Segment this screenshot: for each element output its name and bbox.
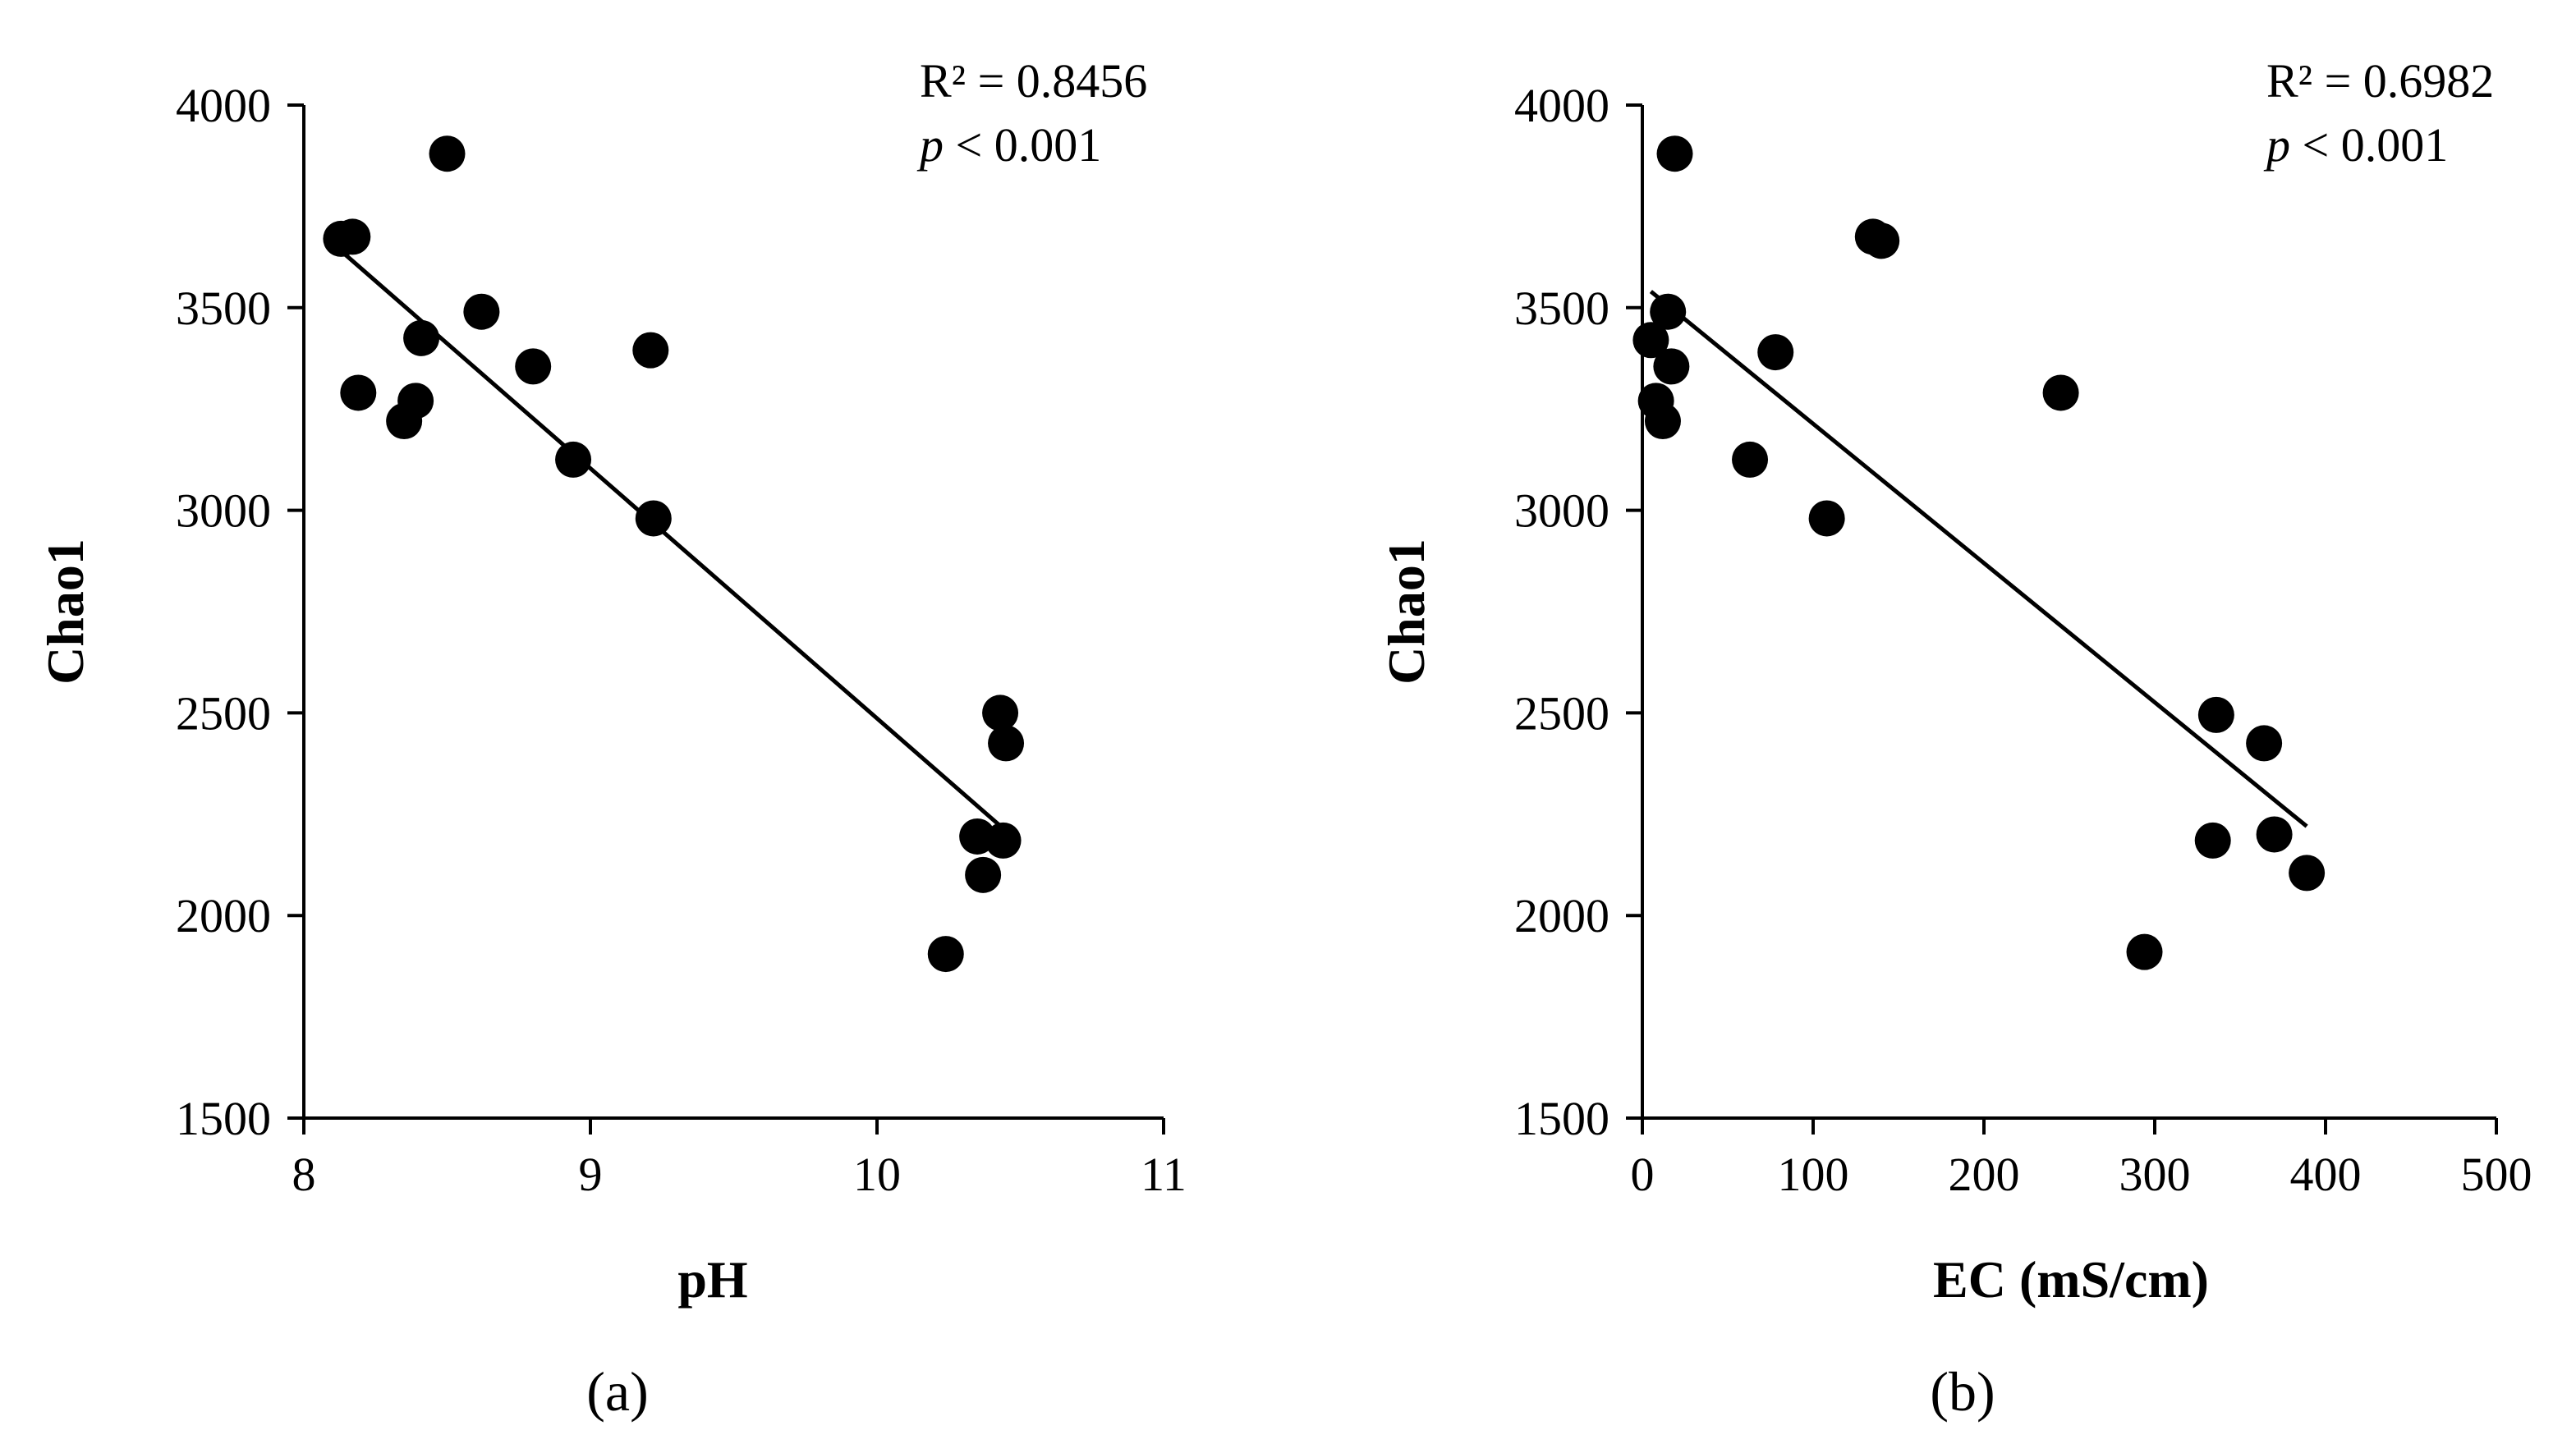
panel-b-data-point — [2197, 696, 2234, 733]
panel-a-p-value-text: p < 0.001 — [916, 118, 1101, 172]
panel-a-data-point — [429, 135, 466, 172]
panel-b-data-point — [2194, 822, 2231, 859]
panel-a-y-axis-title: Chao1 — [36, 539, 94, 685]
panel-b-x-ticks: 0 100 200 300 400 500 — [1631, 1118, 2532, 1201]
panel-b-x-tick-label: 200 — [1949, 1148, 2020, 1201]
panel-b-y-tick-label: 3500 — [1514, 282, 1609, 335]
panel-a-data-point — [397, 383, 434, 419]
panel-a-data-point — [515, 348, 552, 385]
panel-a-y-tick-label: 2000 — [176, 889, 271, 942]
panel-b-chart: 0 100 200 300 400 500 1500 2000 2500 3000 3500 400… — [1377, 54, 2532, 1423]
panel-b-data-point — [2256, 816, 2293, 853]
panel-a-chart: 8 9 10 11 1500 2000 2500 3000 3500 4000 pH Chao1… — [36, 54, 1187, 1423]
panel-a-data-point — [334, 218, 371, 255]
panel-b-y-tick-label: 3000 — [1514, 484, 1609, 538]
panel-b-data-point — [2246, 725, 2283, 762]
panel-b-y-tick-label: 2500 — [1514, 686, 1609, 740]
panel-b-trendline — [1649, 290, 2308, 828]
panel-a-label: (a) — [586, 1360, 648, 1423]
panel-a-x-tick-label: 8 — [292, 1148, 316, 1201]
panel-a-x-ticks: 8 9 10 11 — [292, 1118, 1187, 1201]
panel-a-data-point — [985, 822, 1022, 859]
panel-b-y-tick-label: 2000 — [1514, 889, 1609, 942]
panel-a-data-point — [982, 694, 1019, 731]
panel-b-y-ticks: 1500 2000 2500 3000 3500 4000 — [1514, 79, 1642, 1145]
panel-a-trendline — [339, 249, 1005, 830]
panel-a-y-tick-label: 4000 — [176, 79, 271, 132]
panel-b-p-value-text: p < 0.001 — [2263, 118, 2448, 172]
panel-b-x-tick-label: 400 — [2290, 1148, 2362, 1201]
panel-b-data-point — [2042, 374, 2079, 411]
panel-b-data-point — [1732, 441, 1769, 478]
panel-b-data-point — [2126, 933, 2163, 970]
panel-b-label: (b) — [1930, 1360, 1995, 1423]
panel-b-data-point — [1757, 334, 1794, 371]
panel-b-x-tick-label: 100 — [1778, 1148, 1849, 1201]
panel-b-axes — [1641, 105, 2496, 1120]
panel-b-data-point — [1863, 222, 1900, 259]
panel-b-r2-text: R² = 0.6982 — [2266, 54, 2494, 108]
panel-a-x-axis-title: pH — [677, 1250, 747, 1309]
panel-b-data-point — [1650, 293, 1687, 330]
panel-b-y-tick-label: 1500 — [1514, 1092, 1609, 1145]
panel-a-data-point — [988, 725, 1025, 762]
panel-a-data-point — [340, 374, 377, 411]
panel-b-data-point — [1632, 322, 1669, 359]
panel-a-y-tick-label: 3000 — [176, 484, 271, 538]
panel-b-data-point — [1656, 135, 1693, 172]
panel-b-points — [1632, 135, 2326, 970]
panel-a-data-point — [463, 293, 500, 330]
panel-a-data-point — [635, 500, 672, 537]
panel-a-p-rest: < 0.001 — [944, 118, 1101, 172]
panel-b-p-italic: p — [2263, 118, 2290, 172]
panel-a-data-point — [403, 319, 440, 356]
panel-b-y-tick-label: 4000 — [1514, 79, 1609, 132]
panel-a-points — [323, 135, 1025, 973]
panel-b-x-tick-label: 0 — [1631, 1148, 1655, 1201]
panel-b-x-tick-label: 300 — [2119, 1148, 2191, 1201]
panel-b-data-point — [1653, 348, 1690, 385]
panel-a-data-point — [555, 441, 592, 478]
panel-b-data-point — [2289, 855, 2326, 892]
panel-a-data-point — [927, 936, 964, 973]
panel-a-x-tick-label: 10 — [853, 1148, 901, 1201]
panel-a-data-point — [632, 332, 669, 369]
panel-a-data-point — [965, 856, 1002, 893]
panel-a-p-italic: p — [916, 118, 944, 172]
panel-b-data-point — [1644, 403, 1681, 440]
panel-a-r2-text: R² = 0.8456 — [920, 54, 1147, 108]
panel-a-axes — [302, 105, 1164, 1120]
panel-a-y-tick-label: 2500 — [176, 686, 271, 740]
panel-b-y-axis-title: Chao1 — [1377, 539, 1435, 685]
panel-b-p-rest: < 0.001 — [2290, 118, 2448, 172]
panel-a-y-tick-label: 1500 — [176, 1092, 271, 1145]
panel-a-y-tick-label: 3500 — [176, 282, 271, 335]
panel-a-x-tick-label: 9 — [579, 1148, 603, 1201]
panel-a-x-tick-label: 11 — [1141, 1148, 1187, 1201]
panel-b-x-axis-title: EC (mS/cm) — [1933, 1250, 2209, 1309]
panel-b-x-tick-label: 500 — [2461, 1148, 2532, 1201]
panel-b-data-point — [1808, 500, 1845, 537]
panel-a-y-ticks: 1500 2000 2500 3000 3500 4000 — [176, 79, 304, 1145]
